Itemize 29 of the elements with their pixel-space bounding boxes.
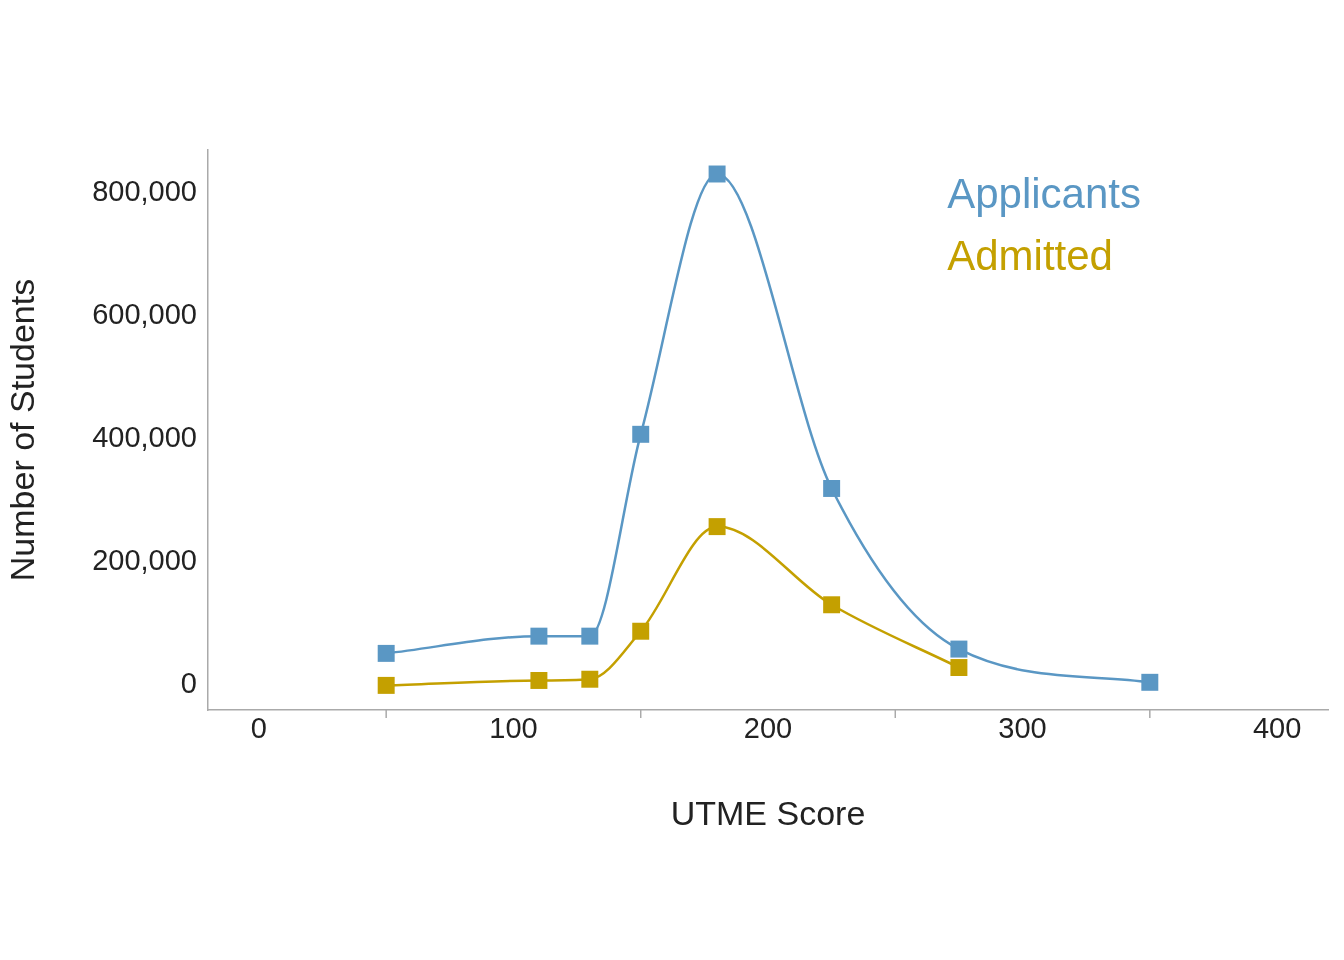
point: [377, 676, 395, 694]
x-axis-title: UTME Score: [670, 793, 866, 832]
point: [632, 425, 650, 443]
point: [823, 479, 841, 497]
y-axis-title: Number of Students: [2, 278, 41, 582]
point: [581, 670, 599, 688]
point: [581, 627, 599, 645]
point: [530, 627, 548, 645]
x-tick-label: 200: [743, 712, 793, 745]
point: [530, 671, 548, 689]
point: [377, 644, 395, 662]
y-tick-label: 400,000: [92, 421, 197, 454]
point: [708, 518, 726, 536]
x-tick-label: 400: [1252, 712, 1302, 745]
y-tick-label: 800,000: [92, 175, 197, 208]
x-tick-label: 300: [998, 712, 1047, 745]
y-tick-label: 0: [180, 667, 197, 700]
point: [950, 640, 968, 658]
text: Admitted: [947, 231, 1113, 279]
point: [1141, 673, 1159, 691]
x-tick-label: 100: [489, 712, 538, 745]
y-tick-label: 600,000: [92, 298, 197, 331]
point: [950, 659, 968, 677]
y-tick-label: 200,000: [92, 544, 197, 577]
point: [632, 622, 650, 640]
x-tick-label: 0: [250, 712, 267, 745]
point: [708, 165, 726, 183]
point: [823, 596, 841, 614]
text: Applicants: [947, 169, 1141, 217]
